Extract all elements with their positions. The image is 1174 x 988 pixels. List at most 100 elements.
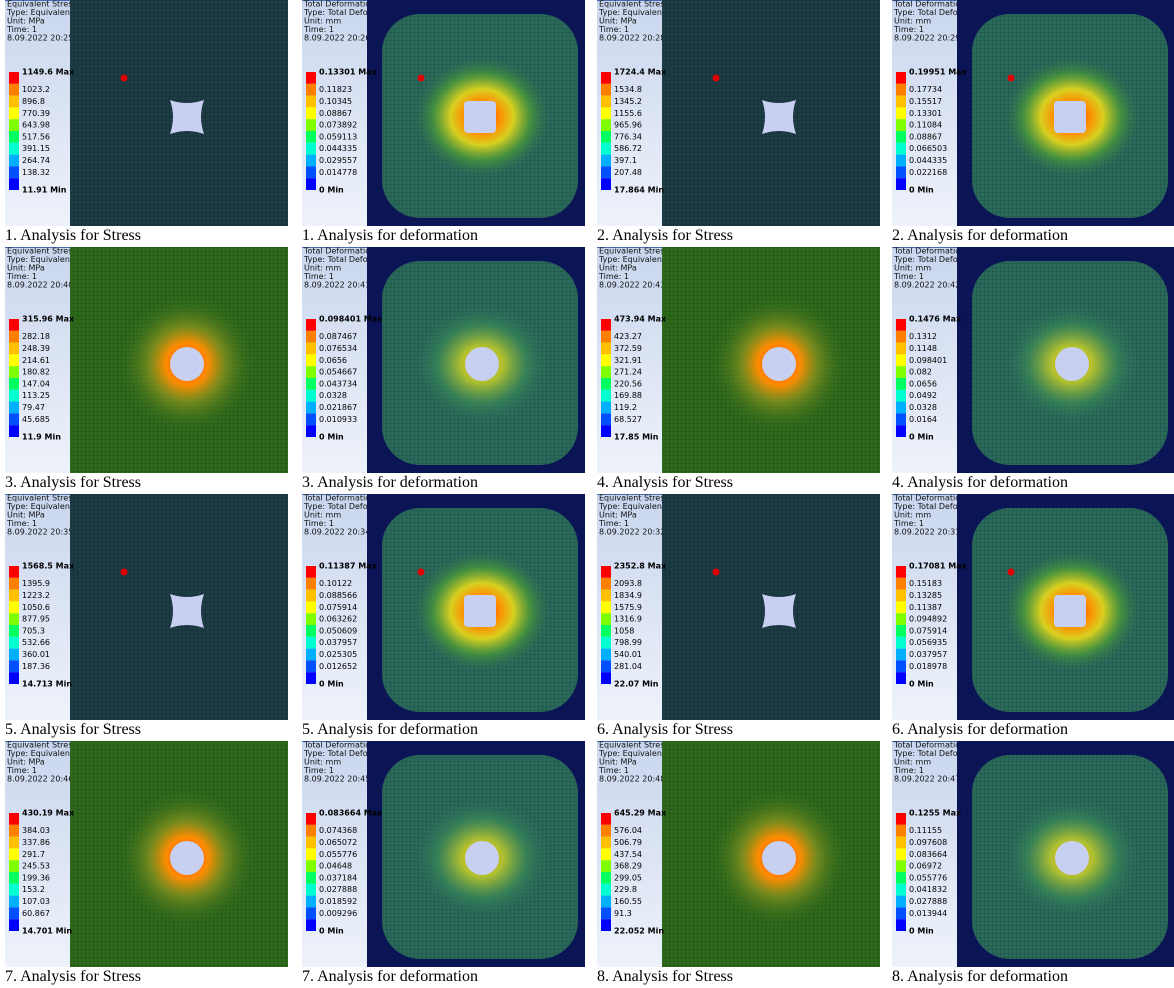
legend-value: 281.04 xyxy=(614,662,642,671)
legend-value: 776.34 xyxy=(614,132,642,141)
legend-band xyxy=(306,366,316,378)
legend-value: 540.01 xyxy=(614,650,642,659)
legend-band xyxy=(306,872,316,884)
caption: 1. Analysis for Stress xyxy=(5,227,141,245)
model-view xyxy=(662,494,880,720)
legend-band xyxy=(9,366,19,378)
legend-value: 0.06972 xyxy=(909,862,942,871)
result-panel: Equivalent StressType: Equivalent (von-M… xyxy=(5,494,288,741)
legend-value: 896.8 xyxy=(22,97,45,106)
legend-band xyxy=(896,613,906,625)
legend-value: 0.08867 xyxy=(909,132,942,141)
legend-band xyxy=(896,860,906,872)
legend-value: 517.56 xyxy=(22,132,50,141)
legend-band xyxy=(601,860,611,872)
legend-band xyxy=(601,660,611,672)
header-date: 8.09.2022 20:25 xyxy=(7,34,73,43)
legend-band xyxy=(9,413,19,425)
legend-value: 11.91 Min xyxy=(22,186,67,195)
result-panel: Equivalent StressType: Equivalent (von-M… xyxy=(597,494,880,741)
legend-value: 264.74 xyxy=(22,156,50,165)
legend-value: 0.014778 xyxy=(319,168,357,177)
legend-band xyxy=(896,872,906,884)
hole xyxy=(1055,347,1089,381)
legend-band xyxy=(896,590,906,602)
legend-band xyxy=(896,884,906,896)
legend-value: 60.867 xyxy=(22,909,50,918)
legend-value: 0.083664 Max xyxy=(319,809,383,818)
result-panel: Equivalent StressType: Equivalent (von-M… xyxy=(597,0,880,247)
legend-value: 0.075914 xyxy=(319,603,357,612)
legend-band xyxy=(306,566,316,578)
screenshot: Total DeformationType: Total Deformation… xyxy=(302,247,585,473)
hole xyxy=(465,347,499,381)
legend-band xyxy=(9,84,19,96)
caption: 8. Analysis for Stress xyxy=(597,968,733,986)
legend-band xyxy=(306,578,316,590)
legend-band xyxy=(896,119,906,131)
legend-band xyxy=(306,96,316,108)
screenshot: Equivalent StressType: Equivalent (von-M… xyxy=(5,494,288,720)
legend-band xyxy=(601,919,611,931)
legend-band xyxy=(601,319,611,331)
legend-value: 0.027888 xyxy=(319,885,357,894)
legend-value: 0.022168 xyxy=(909,168,947,177)
header-date: 8.09.2022 20:42 xyxy=(894,281,960,290)
legend-value: 17.85 Min xyxy=(614,433,659,442)
caption: 7. Analysis for Stress xyxy=(5,968,141,986)
legend-value: 0.0656 xyxy=(909,379,937,388)
legend-band xyxy=(601,649,611,661)
legend-value: 0.17734 xyxy=(909,85,942,94)
legend-value: 220.56 xyxy=(614,379,642,388)
legend-band xyxy=(9,155,19,167)
result-panel: Total DeformationType: Total Deformation… xyxy=(302,247,585,494)
header-date: 8.09.2022 20:40 xyxy=(7,281,73,290)
result-panel: Total DeformationType: Total Deformation… xyxy=(892,247,1174,494)
header-date: 8.09.2022 20:45 xyxy=(304,775,370,784)
probe-marker xyxy=(713,569,720,576)
legend-value: 643.98 xyxy=(22,121,50,130)
legend-value: 0.037957 xyxy=(909,650,947,659)
probe-marker xyxy=(1008,569,1015,576)
legend-value: 0.1255 Max xyxy=(909,809,962,818)
legend-value: 0.073892 xyxy=(319,121,357,130)
legend-value: 0.082 xyxy=(909,368,932,377)
legend-value: 0.054667 xyxy=(319,368,357,377)
legend-value: 0.066503 xyxy=(909,144,947,153)
caption: 6. Analysis for Stress xyxy=(597,721,733,739)
legend-band xyxy=(9,907,19,919)
legend-value: 1023.2 xyxy=(22,85,50,94)
legend-band xyxy=(9,825,19,837)
legend-band xyxy=(601,590,611,602)
legend-band xyxy=(306,413,316,425)
legend-band xyxy=(9,884,19,896)
legend-value: 705.3 xyxy=(22,626,45,635)
legend-band xyxy=(306,390,316,402)
legend-band xyxy=(601,119,611,131)
legend-band xyxy=(9,848,19,860)
legend-value: 245.53 xyxy=(22,862,50,871)
legend-value: 0.098401 xyxy=(909,356,947,365)
legend-band xyxy=(9,578,19,590)
probe-marker xyxy=(121,75,128,82)
legend-value: 1568.5 Max xyxy=(22,562,75,571)
legend-value: 0.0328 xyxy=(909,403,937,412)
legend-band xyxy=(9,166,19,178)
probe-marker xyxy=(418,75,425,82)
legend-value: 0.1312 xyxy=(909,332,937,341)
screenshot: Total DeformationType: Total Deformation… xyxy=(892,247,1174,473)
hole xyxy=(170,594,204,628)
header-date: 8.09.2022 20:26 xyxy=(304,34,370,43)
model-view xyxy=(367,741,585,967)
model-view xyxy=(957,247,1174,473)
legend-band xyxy=(601,166,611,178)
legend-value: 391.15 xyxy=(22,144,50,153)
legend-value: 14.713 Min xyxy=(22,680,72,689)
legend-band xyxy=(9,425,19,437)
legend-band xyxy=(601,848,611,860)
result-panel: Equivalent StressType: Equivalent (von-M… xyxy=(5,247,288,494)
legend-band xyxy=(306,354,316,366)
legend-value: 22.07 Min xyxy=(614,680,659,689)
legend-value: 1058 xyxy=(614,626,634,635)
